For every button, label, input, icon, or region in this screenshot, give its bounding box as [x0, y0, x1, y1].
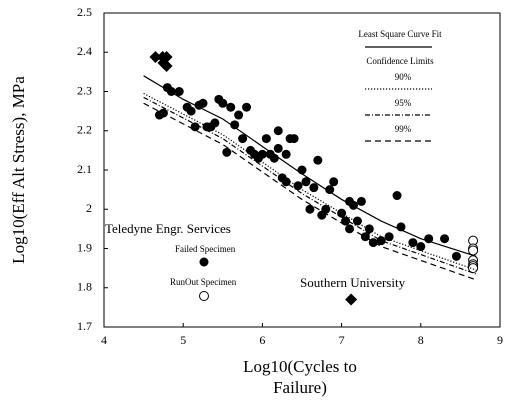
y-axis-label: Log10(Eff Alt Stress), MPa — [9, 76, 28, 264]
failed-point — [210, 118, 220, 128]
failed-point — [222, 147, 232, 157]
failed-point — [408, 238, 418, 248]
failed-point — [297, 165, 307, 175]
failed-point — [174, 87, 184, 96]
x-tick-label: 8 — [418, 333, 424, 347]
failed-point — [273, 126, 283, 136]
x-tick-label: 6 — [259, 333, 265, 347]
failed-point — [281, 149, 291, 159]
failed-point — [301, 177, 311, 187]
failed-point — [238, 134, 248, 144]
x-tick-label: 5 — [180, 333, 186, 347]
annotation: Failed Specimen — [175, 244, 236, 254]
fit-line — [143, 75, 477, 257]
legend-label: 99% — [395, 124, 412, 134]
failed-point — [416, 242, 426, 252]
y-tick-label: 2.3 — [77, 83, 92, 97]
failed-point — [273, 143, 283, 153]
x-tick-label: 9 — [497, 333, 503, 347]
failed-point — [356, 196, 366, 206]
diamond-point — [157, 56, 170, 69]
failed-point — [198, 98, 208, 108]
legend-marker — [199, 257, 209, 267]
runout-point — [468, 245, 479, 256]
failed-point — [309, 183, 319, 193]
y-tick-label: 1.7 — [77, 319, 92, 333]
annotation: RunOut Specimen — [170, 277, 237, 287]
failed-point — [364, 224, 374, 234]
failed-point — [242, 102, 252, 112]
x-tick-label: 7 — [339, 333, 345, 347]
diamond-point — [345, 293, 358, 306]
y-tick-label: 2.4 — [77, 44, 92, 58]
y-tick-label: 2 — [86, 201, 92, 215]
legend-label: 90% — [395, 72, 412, 82]
annotation: Confidence Limits — [366, 56, 434, 66]
failed-point — [313, 155, 323, 165]
failed-point — [325, 185, 335, 195]
failed-point — [305, 204, 315, 214]
failed-point — [261, 134, 271, 144]
y-tick-label: 1.8 — [77, 280, 92, 294]
failed-point — [186, 106, 196, 116]
failed-point — [440, 234, 450, 244]
failed-point — [384, 232, 394, 242]
fit-line — [143, 102, 477, 281]
diamond-point — [149, 50, 162, 63]
y-tick-label: 2.1 — [77, 162, 92, 176]
failed-point — [329, 177, 339, 187]
failed-point — [289, 134, 299, 144]
y-tick-label: 2.2 — [77, 123, 92, 137]
x-tick-label: 4 — [101, 333, 107, 347]
failed-point — [218, 98, 228, 108]
failed-point — [257, 149, 267, 159]
failed-point — [321, 204, 331, 214]
y-tick-label: 1.9 — [77, 240, 92, 254]
legend-label: 95% — [395, 98, 412, 108]
annotation: Teledyne Engr. Services — [105, 221, 231, 236]
failed-point — [230, 120, 240, 130]
annotation: Southern University — [300, 275, 406, 290]
diamond-point — [160, 59, 173, 72]
legend-label: Least Square Curve Fit — [358, 29, 442, 39]
failed-point — [226, 102, 236, 112]
legend-marker — [199, 291, 209, 301]
failed-point — [451, 251, 461, 261]
runout-point — [468, 263, 479, 274]
fit-line — [143, 96, 477, 275]
failed-point — [234, 110, 244, 120]
failed-point — [392, 191, 402, 201]
failed-point — [345, 224, 355, 234]
y-tick-label: 2.5 — [77, 5, 92, 19]
x-axis-label: Log10(Cycles to Failure) — [243, 357, 357, 397]
